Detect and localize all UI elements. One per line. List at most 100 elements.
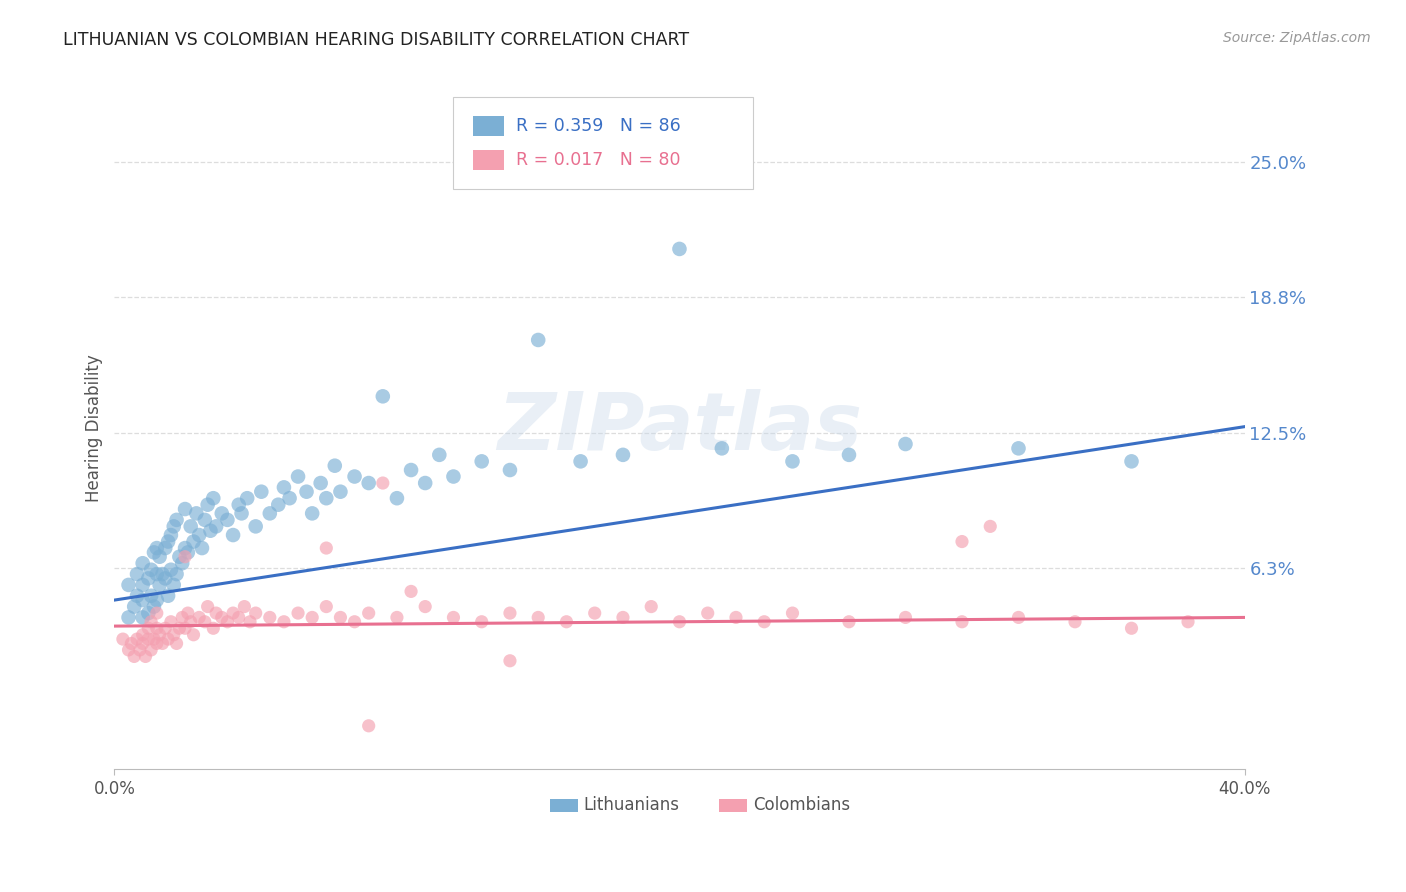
Point xyxy=(217,615,239,629)
Point xyxy=(315,491,337,506)
Point xyxy=(499,463,522,477)
Point xyxy=(413,599,436,614)
Point xyxy=(131,636,153,650)
Point xyxy=(1007,442,1029,456)
Point xyxy=(668,242,690,256)
Point xyxy=(696,606,718,620)
Point xyxy=(194,615,217,629)
Point xyxy=(259,507,281,521)
Point xyxy=(239,615,262,629)
Point xyxy=(136,632,159,646)
Point xyxy=(838,448,860,462)
Point xyxy=(950,534,973,549)
Point xyxy=(782,454,804,468)
Point xyxy=(180,519,202,533)
Text: R = 0.017   N = 80: R = 0.017 N = 80 xyxy=(516,151,681,169)
Point xyxy=(117,610,139,624)
Point xyxy=(838,615,860,629)
Point xyxy=(287,469,309,483)
Point xyxy=(245,519,267,533)
Point xyxy=(612,610,634,624)
Point xyxy=(166,513,188,527)
Point xyxy=(211,507,233,521)
Point xyxy=(782,606,804,620)
Point xyxy=(427,448,450,462)
Point xyxy=(710,442,733,456)
Point xyxy=(443,610,465,624)
Point xyxy=(371,389,394,403)
Point xyxy=(399,463,422,477)
Point xyxy=(177,606,200,620)
Point xyxy=(131,610,153,624)
Point xyxy=(169,621,191,635)
Point xyxy=(295,484,318,499)
Point xyxy=(139,563,162,577)
Point xyxy=(143,632,166,646)
Point xyxy=(612,448,634,462)
Point xyxy=(125,632,148,646)
Point xyxy=(111,632,134,646)
Point xyxy=(222,528,245,542)
Point xyxy=(131,556,153,570)
Point xyxy=(499,654,522,668)
Point xyxy=(166,636,188,650)
Point xyxy=(160,615,183,629)
Point xyxy=(172,610,194,624)
Point xyxy=(134,649,156,664)
Point xyxy=(146,541,169,555)
Point xyxy=(413,476,436,491)
Point xyxy=(724,610,747,624)
Point xyxy=(668,615,690,629)
Point xyxy=(125,567,148,582)
Point xyxy=(146,606,169,620)
Point xyxy=(569,454,592,468)
Point xyxy=(1064,615,1087,629)
Point xyxy=(231,507,253,521)
Point xyxy=(136,621,159,635)
Point xyxy=(155,541,177,555)
FancyBboxPatch shape xyxy=(454,96,754,189)
Point xyxy=(200,524,222,538)
Point xyxy=(131,578,153,592)
Point xyxy=(267,498,290,512)
Point xyxy=(174,621,197,635)
Point xyxy=(172,556,194,570)
Point xyxy=(343,469,366,483)
Point xyxy=(139,643,162,657)
Point xyxy=(188,610,211,624)
Point xyxy=(169,549,191,564)
Point xyxy=(1177,615,1199,629)
Point xyxy=(471,615,494,629)
Point xyxy=(323,458,346,473)
Point xyxy=(188,528,211,542)
Point xyxy=(205,519,228,533)
Point xyxy=(233,599,256,614)
Point xyxy=(143,545,166,559)
Point xyxy=(186,507,208,521)
Point xyxy=(527,333,550,347)
Point xyxy=(202,621,225,635)
Point xyxy=(197,498,219,512)
Point xyxy=(174,549,197,564)
Point xyxy=(329,610,352,624)
Point xyxy=(122,599,145,614)
Point xyxy=(1121,621,1143,635)
Point xyxy=(157,632,180,646)
Point xyxy=(149,549,172,564)
Point xyxy=(117,643,139,657)
Point xyxy=(125,589,148,603)
Point xyxy=(259,610,281,624)
Point xyxy=(640,599,662,614)
Point xyxy=(166,567,188,582)
Point xyxy=(146,636,169,650)
Point xyxy=(357,719,380,733)
Text: Source: ZipAtlas.com: Source: ZipAtlas.com xyxy=(1223,31,1371,45)
Point xyxy=(131,593,153,607)
Point xyxy=(128,643,150,657)
Point xyxy=(155,621,177,635)
Point xyxy=(160,528,183,542)
Point xyxy=(236,491,259,506)
Point xyxy=(273,615,295,629)
Point xyxy=(146,621,169,635)
Point xyxy=(583,606,606,620)
